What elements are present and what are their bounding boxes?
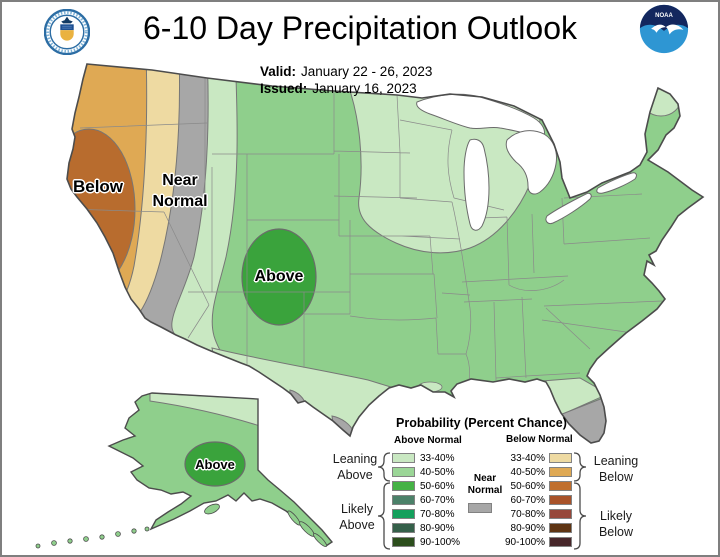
brace-likely-above — [377, 482, 391, 550]
legend-swatch-above-40-50 — [392, 467, 415, 477]
region-alaska-above-50-60 — [184, 441, 246, 487]
legend-above-column: 33-40% 40-50% 50-60% 60-70% 70-80% 80-90… — [392, 451, 460, 549]
region-california-below-50-60 — [67, 128, 136, 290]
lake-ontario — [596, 172, 637, 194]
legend-row-above-33-40: 33-40% — [392, 451, 460, 465]
valid-issued-block: Valid: January 22 - 26, 2023 Issued: Janua… — [260, 63, 432, 97]
legend-row-above-80-90: 80-90% — [392, 521, 460, 535]
legend-label: 50-60% — [510, 480, 545, 492]
legend-row-below-40-50: 40-50% — [505, 465, 572, 479]
state-borders — [67, 72, 663, 387]
region-maine-above-33-40 — [640, 79, 682, 117]
noaa-logo-gull-icon — [651, 24, 684, 35]
legend-row-above-90-100: 90-100% — [392, 535, 460, 549]
legend-label: 33-40% — [510, 452, 545, 464]
legend-label: 70-80% — [510, 508, 545, 520]
legend-swatch-below-33-40 — [549, 453, 572, 463]
legend-row-above-60-70: 60-70% — [392, 493, 460, 507]
lake-huron — [505, 130, 557, 195]
seal-shield-top — [60, 24, 74, 31]
legend-label: 50-60% — [420, 480, 455, 492]
noaa-logo-text: NOAA — [655, 13, 673, 19]
issued-value: January 16, 2023 — [312, 81, 417, 96]
legend-label: 80-90% — [510, 522, 545, 534]
noaa-logo-sky — [639, 4, 689, 31]
legend-label: 60-70% — [420, 494, 455, 506]
aleutian-islands — [35, 503, 328, 549]
map-label-below: Below — [72, 177, 124, 196]
brace-leaning-below — [573, 452, 587, 482]
legend-label: 40-50% — [510, 466, 545, 478]
legend-braces — [377, 452, 587, 550]
legend-row-below-90-100: 90-100% — [505, 535, 572, 549]
legend-below-column: 33-40% 40-50% 50-60% 60-70% 70-80% 80-90… — [505, 451, 572, 549]
legend-swatch-above-90-100 — [392, 537, 415, 547]
legend-swatch-below-80-90 — [549, 523, 572, 533]
valid-label: Valid: — [260, 64, 297, 79]
kodiak-island — [204, 503, 220, 515]
region-colorado-above-50-60 — [241, 228, 317, 326]
legend-group-likely-below: Likely Below — [598, 509, 634, 539]
great-lakes — [416, 93, 637, 231]
legend-label: 70-80% — [420, 508, 455, 520]
issued-label: Issued: — [260, 81, 308, 96]
legend-label: 60-70% — [510, 494, 545, 506]
page-title: 6-10 Day Precipitation Outlook — [143, 10, 577, 46]
legend-swatch-below-90-100 — [549, 537, 572, 547]
legend-row-below-50-60: 50-60% — [505, 479, 572, 493]
legend-row-above-70-80: 70-80% — [392, 507, 460, 521]
panhandle-island — [312, 532, 328, 548]
brace-leaning-above — [377, 452, 391, 482]
legend-label: 33-40% — [420, 452, 455, 464]
legend-label: 40-50% — [420, 466, 455, 478]
legend-swatch-above-70-80 — [392, 509, 415, 519]
legend-group-leaning-above: Leaning Above — [332, 452, 378, 482]
lake-erie — [545, 192, 592, 224]
seal-eagle-icon — [61, 16, 73, 24]
legend-below-normal-header: Below Normal — [506, 434, 573, 445]
legend-row-above-40-50: 40-50% — [392, 465, 460, 479]
legend-group-likely-above: Likely Above — [339, 502, 375, 532]
map-label-near-normal: Near Normal — [152, 172, 208, 210]
legend-near-normal-label: Near Normal — [467, 473, 503, 496]
legend-swatch-below-70-80 — [549, 509, 572, 519]
legend-swatch-above-80-90 — [392, 523, 415, 533]
legend-label: 90-100% — [505, 536, 546, 548]
legend-group-leaning-below: Leaning Below — [593, 454, 639, 484]
brace-likely-below — [573, 482, 587, 550]
legend-swatch-below-40-50 — [549, 467, 572, 477]
map-label-above-alaska: Above — [195, 457, 235, 472]
lake-michigan — [463, 138, 490, 231]
legend-row-below-60-70: 60-70% — [505, 493, 572, 507]
issued-line: Issued: January 16, 2023 — [260, 80, 432, 97]
legend-label: 80-90% — [420, 522, 455, 534]
legend-label: 90-100% — [420, 536, 461, 548]
legend-swatch-below-50-60 — [549, 481, 572, 491]
department-of-commerce-seal — [44, 9, 90, 55]
legend-above-normal-header: Above Normal — [394, 435, 462, 446]
seal-shield-base — [60, 30, 74, 41]
legend-swatch-above-60-70 — [392, 495, 415, 505]
alaska-inset — [35, 392, 333, 549]
noaa-logo: NOAA — [639, 4, 689, 54]
legend-swatch-above-50-60 — [392, 481, 415, 491]
legend-row-above-50-60: 50-60% — [392, 479, 460, 493]
map-label-above: Above — [254, 268, 304, 285]
valid-line: Valid: January 22 - 26, 2023 — [260, 63, 432, 80]
legend-swatch-above-33-40 — [392, 453, 415, 463]
legend-title: Probability (Percent Chance) — [396, 416, 567, 430]
valid-value: January 22 - 26, 2023 — [301, 64, 433, 79]
legend-swatch-near-normal — [468, 503, 492, 513]
legend-row-below-70-80: 70-80% — [505, 507, 572, 521]
legend-row-below-80-90: 80-90% — [505, 521, 572, 535]
legend-row-below-33-40: 33-40% — [505, 451, 572, 465]
legend-swatch-below-60-70 — [549, 495, 572, 505]
